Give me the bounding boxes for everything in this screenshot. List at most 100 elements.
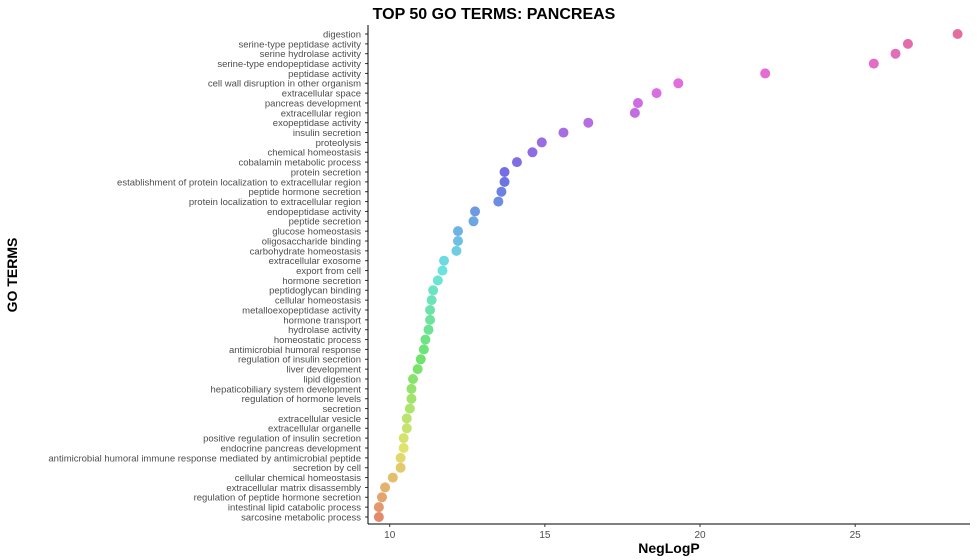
category-label: chemical homeostasis: [268, 148, 362, 159]
category-label: export from cell: [296, 266, 361, 277]
data-point: [404, 403, 415, 414]
y-axis-title: GO TERMS: [4, 238, 20, 313]
category-label: pancreas development: [265, 98, 361, 109]
data-points: [373, 29, 963, 522]
x-axis-title: NegLogP: [638, 540, 699, 556]
category-label: peptide secretion: [289, 217, 361, 228]
data-point: [380, 482, 391, 493]
data-point: [952, 29, 963, 39]
data-point: [499, 167, 510, 177]
data-point: [426, 295, 437, 306]
category-label: cellular chemical homeostasis: [235, 473, 361, 484]
data-point: [398, 443, 409, 453]
category-label: hepaticobiliary system development: [211, 384, 362, 395]
data-point: [373, 502, 384, 513]
category-label: regulation of insulin secretion: [238, 355, 361, 366]
category-label: extracellular vesicle: [278, 414, 361, 425]
data-point: [376, 492, 387, 503]
data-point: [437, 265, 448, 276]
data-point: [401, 413, 412, 424]
category-label: serine-type peptidase activity: [238, 39, 361, 50]
category-label: digestion: [323, 29, 361, 40]
data-point: [496, 186, 507, 197]
data-point: [420, 334, 431, 345]
data-point: [407, 374, 418, 384]
category-label: oligosaccharide binding: [262, 236, 361, 247]
data-point: [412, 364, 423, 375]
category-label: glucose homeostasis: [272, 227, 361, 238]
data-point: [401, 423, 412, 434]
data-point: [511, 157, 522, 168]
category-label: extracellular organelle: [268, 424, 361, 435]
x-axis-ticks: 10 15 20 25: [384, 524, 861, 541]
data-point: [451, 245, 462, 256]
data-point: [629, 107, 640, 118]
data-point: [425, 305, 436, 315]
category-label: extracellular space: [282, 89, 361, 100]
data-point: [415, 354, 426, 365]
data-point: [387, 472, 398, 483]
data-point: [493, 196, 504, 207]
category-label: metalloexopeptidase activity: [242, 305, 361, 316]
data-point: [406, 393, 417, 404]
category-label: peptidoglycan binding: [269, 286, 361, 297]
data-point: [395, 462, 406, 473]
data-point: [373, 512, 384, 522]
category-label: establishment of protein localization to…: [117, 177, 361, 188]
data-point: [432, 275, 443, 286]
category-label: secretion: [322, 404, 361, 415]
category-label: positive regulation of insulin secretion: [203, 434, 361, 445]
data-point: [406, 383, 417, 394]
data-point: [760, 68, 771, 79]
category-label: serine-type endopeptidase activity: [217, 59, 361, 70]
category-label: carbohydrate homeostasis: [250, 246, 362, 257]
category-label: cellular homeostasis: [275, 296, 361, 307]
category-label: peptide hormone secretion: [249, 187, 362, 198]
category-label: antimicrobial humoral response: [229, 345, 361, 356]
data-point: [868, 58, 879, 69]
category-label: protein secretion: [291, 167, 361, 178]
category-label: extracellular matrix disassembly: [226, 483, 361, 494]
category-label: exopeptidase activity: [273, 118, 361, 129]
category-label: homeostatic process: [274, 335, 361, 346]
x-tick-label: 15: [539, 530, 551, 541]
category-label: endopeptidase activity: [267, 207, 361, 218]
category-label: secretion by cell: [293, 463, 361, 474]
category-label: insulin secretion: [293, 128, 361, 139]
category-label: protein localization to extracellular re…: [189, 197, 361, 208]
category-label: serine hydrolase activity: [260, 49, 362, 60]
category-label: proteolysis: [316, 138, 362, 149]
data-point: [468, 216, 479, 227]
data-point: [470, 206, 481, 217]
category-label: hormone secretion: [282, 276, 361, 287]
data-point: [452, 226, 463, 237]
data-point: [428, 285, 439, 296]
data-point: [398, 433, 409, 444]
x-tick-label: 10: [384, 530, 396, 541]
category-label: extracellular region: [281, 108, 361, 119]
data-point: [527, 147, 538, 158]
category-label: regulation of hormone levels: [242, 394, 362, 405]
data-point: [418, 344, 429, 355]
data-point: [651, 88, 662, 99]
data-point: [395, 452, 406, 463]
category-label: sarcosine metabolic process: [241, 512, 361, 523]
data-point: [439, 255, 450, 266]
category-label: lipid digestion: [303, 374, 361, 385]
data-point: [423, 324, 434, 335]
data-point: [425, 314, 436, 325]
category-label: hydrolase activity: [288, 325, 361, 336]
category-label: hormone transport: [283, 315, 361, 326]
data-point: [452, 236, 463, 246]
data-point: [890, 48, 901, 59]
category-label: regulation of peptide hormone secretion: [194, 493, 361, 504]
data-point: [902, 38, 913, 49]
x-tick-label: 25: [850, 530, 862, 541]
category-label: extracellular exosome: [269, 256, 361, 267]
category-label: liver development: [287, 365, 362, 376]
data-point: [632, 98, 643, 108]
category-label: intestinal lipid catabolic process: [228, 503, 361, 514]
category-label: peptidase activity: [288, 69, 361, 80]
